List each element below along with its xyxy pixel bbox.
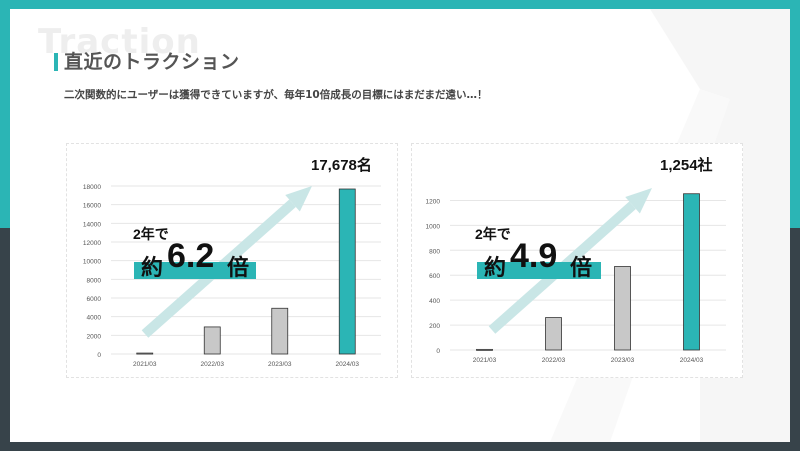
y-tick-label: 4000 bbox=[87, 315, 102, 322]
watermark-text: Traction bbox=[38, 22, 201, 62]
bar-2024-03 bbox=[338, 188, 356, 355]
x-tick-label: 2024/03 bbox=[680, 357, 704, 364]
growth-highlight-companies bbox=[477, 262, 601, 279]
page-subtitle: 二次関数的にユーザーは獲得できていますが、毎年10倍成長の目標にはまだまだ遠い…… bbox=[64, 89, 488, 101]
y-tick-label: 1200 bbox=[426, 198, 441, 205]
value-label-companies: 1,254社 bbox=[660, 157, 713, 174]
y-tick-label: 400 bbox=[429, 298, 440, 305]
bar-2021-03 bbox=[136, 352, 154, 355]
y-tick-label: 1000 bbox=[426, 223, 441, 230]
left-accent-edge bbox=[0, 0, 10, 228]
title-accent bbox=[54, 53, 58, 71]
bar-2024-03 bbox=[683, 193, 700, 351]
y-tick-label: 200 bbox=[429, 323, 440, 330]
x-tick-label: 2022/03 bbox=[201, 361, 225, 368]
bar-2023-03 bbox=[614, 266, 631, 351]
y-tick-label: 14000 bbox=[83, 221, 101, 228]
growth-prefix-companies: 2年で bbox=[475, 226, 511, 242]
y-tick-label: 0 bbox=[97, 352, 101, 359]
chart-panel-users: 0 2000 4000 6000 8000 10000 12000 14000 16000 180… bbox=[66, 143, 398, 378]
y-tick-label: 6000 bbox=[87, 296, 102, 303]
right-accent-edge bbox=[790, 0, 800, 228]
y-tick-label: 600 bbox=[429, 273, 440, 280]
y-tick-label: 0 bbox=[436, 348, 440, 355]
growth-prefix-users: 2年で bbox=[133, 226, 169, 242]
y-tick-label: 12000 bbox=[83, 240, 101, 247]
x-tick-label: 2022/03 bbox=[542, 357, 566, 364]
bar-2022-03 bbox=[545, 317, 562, 351]
x-tick-label: 2021/03 bbox=[473, 357, 497, 364]
growth-arrow-head bbox=[625, 188, 652, 214]
growth-mult-num-users: 6.2 bbox=[167, 237, 215, 275]
growth-arrow-head bbox=[285, 186, 312, 212]
x-tick-label: 2024/03 bbox=[336, 361, 360, 368]
growth-mult-suffix-companies: 倍 bbox=[570, 255, 593, 280]
x-tick-label: 2021/03 bbox=[133, 361, 157, 368]
growth-highlight-users bbox=[134, 262, 256, 279]
bar-2021-03 bbox=[476, 348, 493, 351]
y-tick-label: 18000 bbox=[83, 184, 101, 191]
growth-mult-num-companies: 4.9 bbox=[510, 237, 558, 275]
y-tick-label: 8000 bbox=[87, 277, 102, 284]
bar-2023-03 bbox=[271, 307, 289, 355]
y-tick-label: 800 bbox=[429, 248, 440, 255]
y-tick-label: 2000 bbox=[87, 333, 102, 340]
top-accent-bar bbox=[0, 0, 800, 9]
x-tick-label: 2023/03 bbox=[611, 357, 635, 364]
slide: Traction 直近のトラクション 二次関数的にユーザーは獲得できていますが、… bbox=[10, 9, 790, 442]
chart-users: 0 2000 4000 6000 8000 10000 12000 14000 16000 180… bbox=[83, 184, 381, 368]
growth-mult-char-companies: 約 bbox=[484, 255, 507, 280]
chart-panel-companies: 0 200 400 600 800 1000 1200 2021/03 2022/03 2023/… bbox=[411, 143, 743, 378]
value-label-users: 17,678名 bbox=[311, 157, 372, 174]
growth-mult-suffix-users: 倍 bbox=[227, 255, 250, 280]
page-title: 直近のトラクション bbox=[64, 51, 240, 73]
y-tick-label: 16000 bbox=[83, 203, 101, 210]
x-tick-label: 2023/03 bbox=[268, 361, 292, 368]
growth-mult-char-users: 約 bbox=[141, 255, 164, 280]
bar-2022-03 bbox=[203, 326, 221, 355]
y-tick-label: 10000 bbox=[83, 259, 101, 266]
